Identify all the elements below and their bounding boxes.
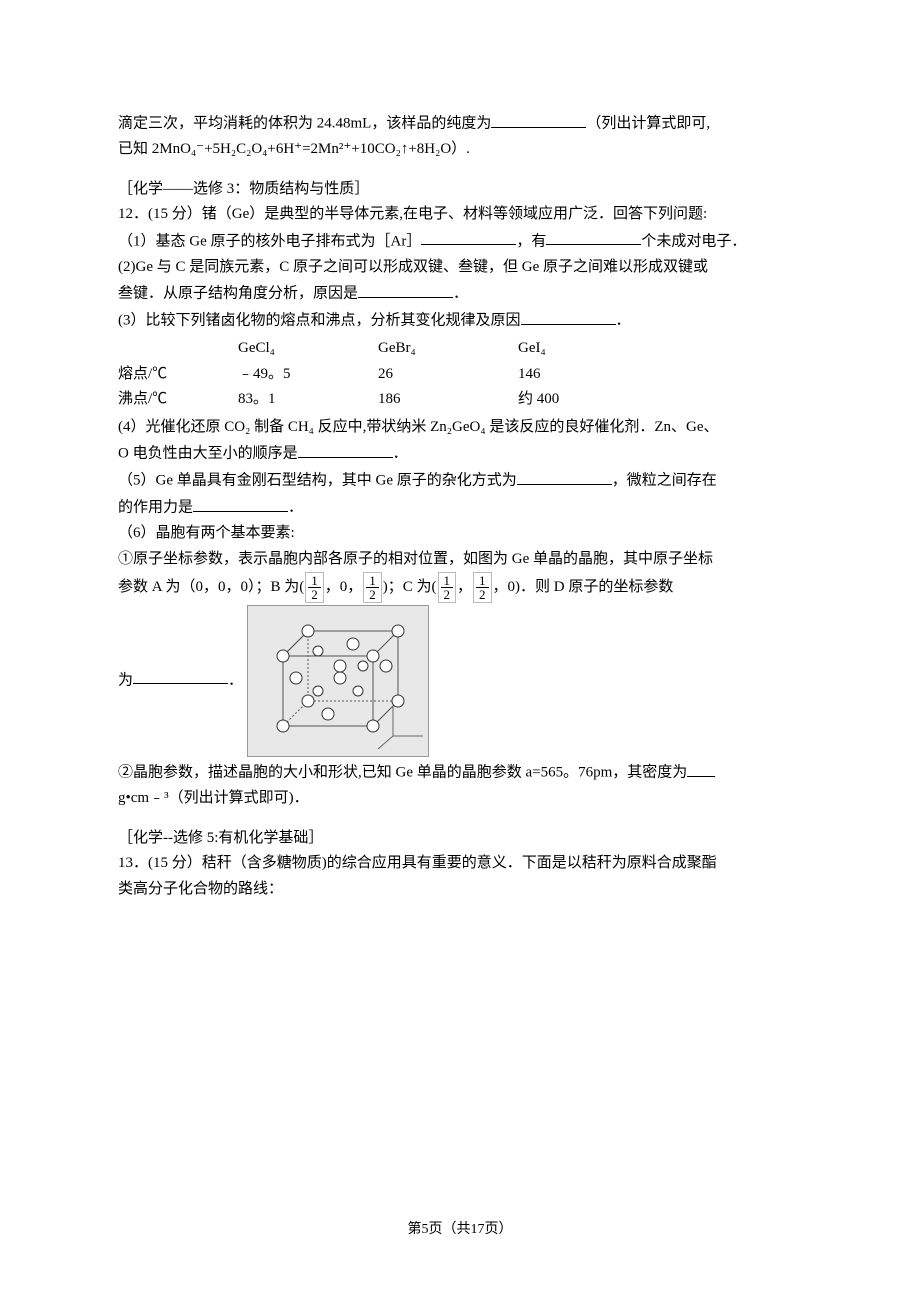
section-heading: ［化学——选修 3：物质结构与性质］ (118, 177, 802, 203)
cell: 146 (518, 362, 589, 388)
page-footer: 第5页（共17页） (0, 1218, 920, 1242)
fraction: 12 (473, 572, 492, 603)
blank (421, 228, 516, 246)
fraction: 12 (305, 572, 324, 603)
text: （6）晶胞有两个基本要素: (118, 521, 802, 547)
text: ，有 (516, 233, 546, 249)
cell: 83。1 (238, 387, 378, 413)
text: ． (616, 313, 631, 329)
section-heading: ［化学--选修 5:有机化学基础］ (118, 826, 802, 852)
text: 个未成对电子． (641, 233, 746, 249)
text: ． (453, 286, 468, 302)
fraction: 12 (363, 572, 382, 603)
fraction: 12 (438, 572, 457, 603)
blank (298, 440, 393, 458)
text: （5）Ge 单晶具有金刚石型结构，其中 Ge 原子的杂化方式为 (118, 473, 517, 489)
text: ． (288, 500, 303, 516)
text: 13．(15 分）秸秆（含多糖物质)的综合应用具有重要的意义．下面是以秸秆为原料… (118, 851, 802, 877)
text: （1）基态 Ge 原子的核外电子排布式为［Ar］ (118, 233, 421, 249)
text: 类高分子化合物的路线： (118, 877, 802, 903)
text: ， (457, 579, 472, 595)
text: ，微粒之间存在 (612, 473, 717, 489)
blank (358, 280, 453, 298)
cell: GeI₄ (518, 336, 589, 362)
text: ． (393, 446, 408, 462)
text: ，0， (325, 579, 363, 595)
text: ①原子坐标参数，表示晶胞内部各原子的相对位置，如图为 Ge 单晶的晶胞，其中原子… (118, 547, 802, 573)
text: 已知 2MnO₄⁻+5H₂C₂O₄+6H⁺=2Mn²⁺+10CO₂↑+8H₂O）… (118, 137, 802, 163)
text: ②晶胞参数，描述晶胞的大小和形状,已知 Ge 单晶的晶胞参数 a=565。76p… (118, 765, 687, 781)
text: )；C 为( (383, 579, 437, 595)
blank (687, 759, 715, 777)
text: (2)Ge 与 C 是同族元素，C 原子之间可以形成双键、叁键，但 Ge 原子之… (118, 255, 802, 281)
cell: GeCl₄ (238, 336, 378, 362)
text: ． (228, 672, 243, 688)
cell (118, 336, 238, 362)
blank (546, 228, 641, 246)
text: (3）比较下列锗卤化物的熔点和沸点，分析其变化规律及原因 (118, 313, 521, 329)
text: 为 (118, 672, 133, 688)
unit-cell-diagram (247, 605, 429, 757)
table-row: 熔点/℃ ﹣49。5 26 146 (118, 362, 589, 388)
cell: ﹣49。5 (238, 362, 378, 388)
cell: 熔点/℃ (118, 362, 238, 388)
cell: 26 (378, 362, 518, 388)
cell: 沸点/℃ (118, 387, 238, 413)
data-table: GeCl₄ GeBr₄ GeI₄ 熔点/℃ ﹣49。5 26 146 沸点/℃ … (118, 336, 589, 413)
text: 参数 A 为（0，0，0）；B 为( (118, 579, 304, 595)
text: O 电负性由大至小的顺序是 (118, 446, 298, 462)
blank (193, 494, 288, 512)
text: 叁键．从原子结构角度分析，原因是 (118, 286, 358, 302)
cell: GeBr₄ (378, 336, 518, 362)
cell: 186 (378, 387, 518, 413)
blank (517, 467, 612, 485)
table-row: 沸点/℃ 83。1 186 约 400 (118, 387, 589, 413)
blank-purity (491, 110, 586, 128)
blank (521, 307, 616, 325)
text: ，0)．则 D 原子的坐标参数 (493, 579, 674, 595)
text: g•cm﹣³（列出计算式即可)． (118, 786, 802, 812)
text: （列出计算式即可, (586, 116, 710, 132)
table-row: GeCl₄ GeBr₄ GeI₄ (118, 336, 589, 362)
question-stem: 12．(15 分）锗（Ge）是典型的半导体元素,在电子、材料等领域应用广泛．回答… (118, 202, 802, 228)
text: (4）光催化还原 CO₂ 制备 CH₄ 反应中,带状纳米 Zn₂GeO₄ 是该反… (118, 415, 802, 441)
text: 的作用力是 (118, 500, 193, 516)
blank (133, 667, 228, 685)
cell: 约 400 (518, 387, 589, 413)
text: 滴定三次，平均消耗的体积为 24.48mL，该样品的纯度为 (118, 116, 491, 132)
